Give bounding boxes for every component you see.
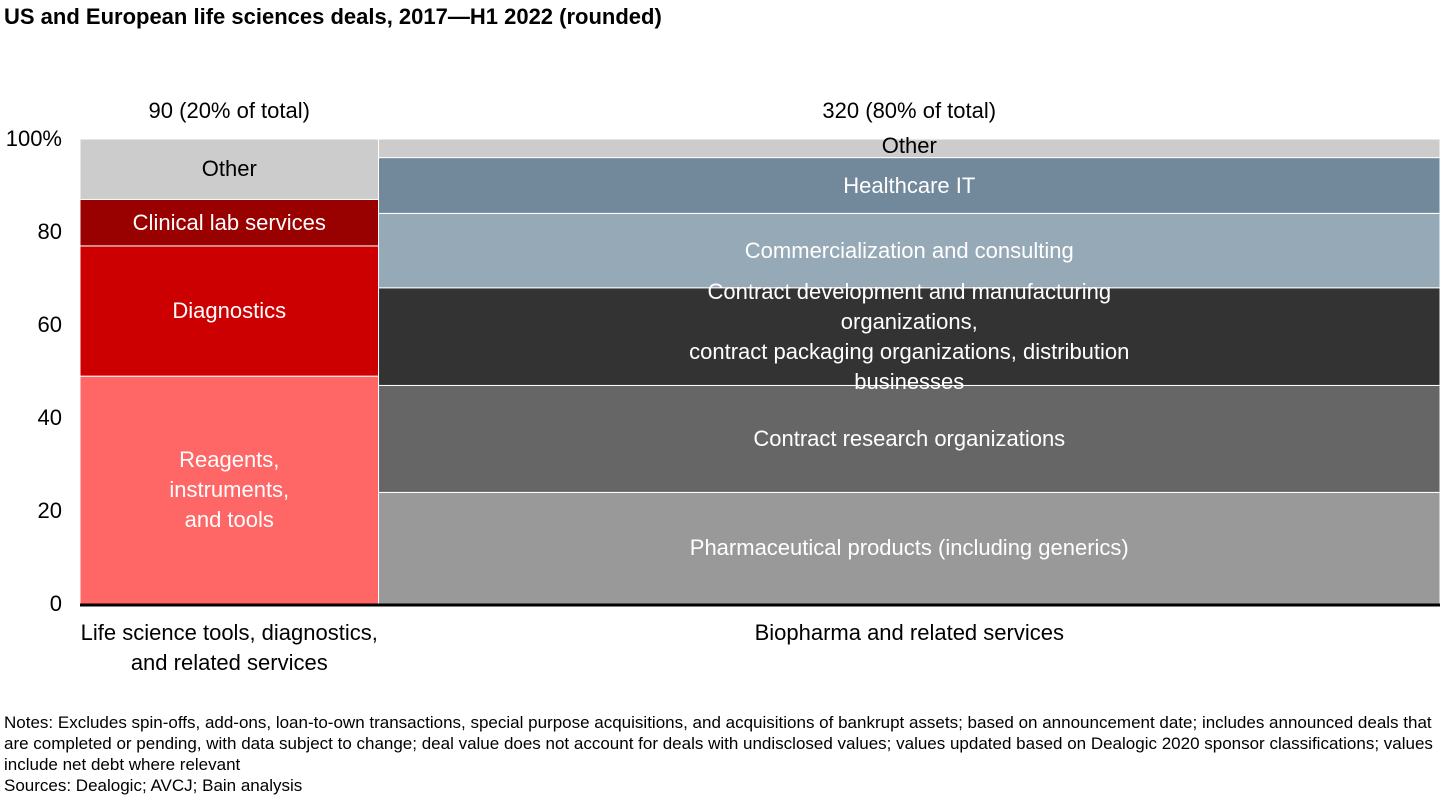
y-tick-label: 60 — [37, 312, 62, 337]
y-tick-label: 80 — [37, 219, 62, 244]
segment-label: Reagents, instruments, and tools — [169, 447, 290, 533]
segment-bar — [79, 375, 380, 605]
chart-title: US and European life sciences deals, 201… — [4, 4, 662, 29]
segment-label: Contract development and manufacturing o… — [689, 278, 1130, 394]
y-tick-label: 0 — [49, 591, 62, 616]
segment-label: Diagnostics — [172, 298, 287, 324]
column-total-label: 90 (20% of total) — [148, 98, 310, 123]
notes-block: Notes: Excludes spin-offs, add-ons, loan… — [4, 712, 1434, 796]
segment-bar — [378, 212, 1440, 289]
notes-text: Notes: Excludes spin-offs, add-ons, loan… — [4, 713, 1433, 774]
segment-label: Commercialization and consulting — [744, 237, 1074, 263]
segment-label: Clinical lab services — [132, 209, 326, 235]
sources-text: Sources: Dealogic; AVCJ; Bain analysis — [4, 776, 303, 795]
segment-bar — [378, 287, 1440, 386]
y-tick-label: 20 — [37, 498, 62, 523]
segment-bar — [79, 138, 380, 200]
segment-label: Other — [881, 133, 937, 159]
y-tick-label: 100% — [5, 126, 62, 151]
segment-label: Contract research organizations — [753, 425, 1066, 451]
segment-label: Pharmaceutical products (including gener… — [689, 535, 1129, 561]
segment-bar — [378, 157, 1440, 214]
segment-bar — [79, 198, 380, 247]
x-category-label: Life science tools, diagnostics, and rel… — [80, 620, 378, 675]
column-total-label: 320 (80% of total) — [822, 98, 997, 123]
y-tick-label: 40 — [37, 405, 62, 430]
segment-label: Healthcare IT — [843, 172, 976, 198]
segment-label: Other — [201, 156, 257, 182]
x-category-label: Biopharma and related services — [754, 620, 1064, 645]
segment-bar — [378, 384, 1440, 493]
